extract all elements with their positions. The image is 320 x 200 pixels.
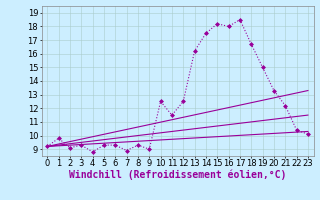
X-axis label: Windchill (Refroidissement éolien,°C): Windchill (Refroidissement éolien,°C) (69, 170, 286, 180)
